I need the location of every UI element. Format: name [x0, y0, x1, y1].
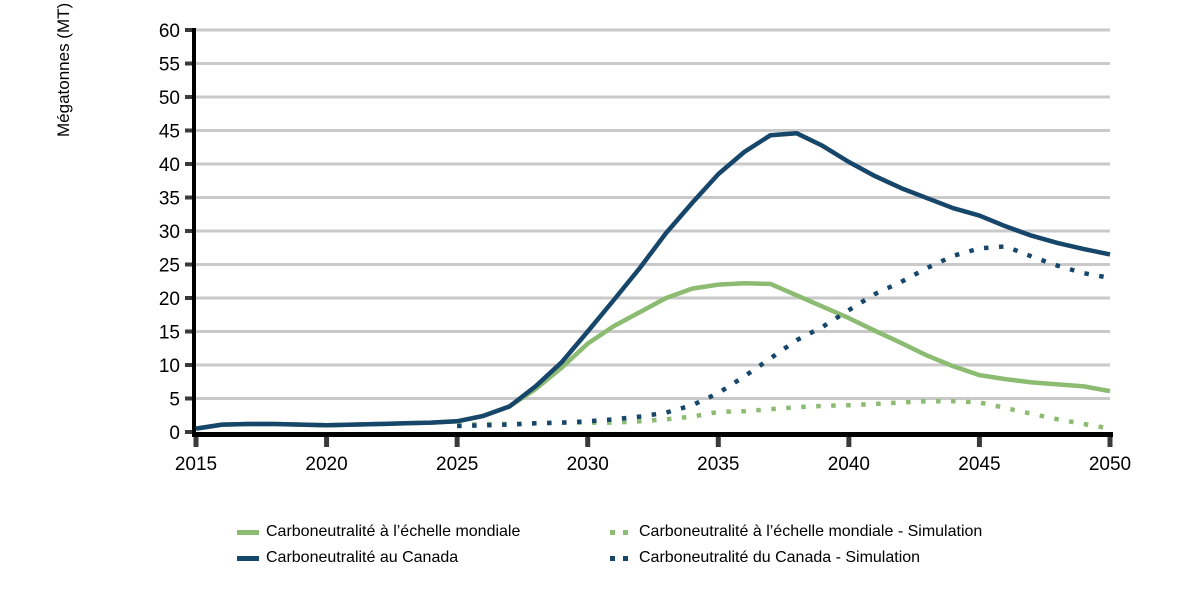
legend-item: Carboneutralité du Canada - Simulation: [610, 545, 982, 571]
y-tick-label: 20: [159, 289, 180, 310]
y-tick: [185, 61, 196, 66]
series-dotted-mondiale: [456, 398, 1111, 431]
legend-dotted-line-icon: [610, 529, 632, 535]
gridline: [196, 229, 1110, 233]
x-tick-label: 2050: [1089, 454, 1131, 475]
y-tick: [185, 162, 196, 166]
y-tick-label: 50: [159, 88, 180, 109]
x-tick: [193, 437, 199, 447]
gridline: [196, 330, 1110, 333]
gridline: [196, 196, 1110, 199]
y-tick-label: 10: [159, 356, 180, 377]
legend-item: Carboneutralité à l’échelle mondiale: [237, 519, 610, 545]
y-tick-label: 45: [159, 122, 180, 143]
gridline: [196, 296, 1110, 300]
y-axis: [192, 28, 196, 436]
x-tick-label: 2030: [567, 454, 609, 475]
x-tick-label: 2045: [958, 454, 1000, 475]
y-tick: [185, 329, 196, 334]
x-tick: [846, 437, 852, 447]
x-tick: [454, 437, 460, 447]
gridline: [196, 129, 1110, 132]
y-tick: [185, 95, 196, 99]
y-tick-label: 25: [159, 256, 180, 277]
x-axis: [192, 432, 1113, 437]
legend-label: Carboneutralité du Canada - Simulation: [639, 549, 921, 566]
legend-label: Carboneutralité à l’échelle mondiale: [266, 523, 521, 540]
y-tick: [185, 363, 196, 367]
x-tick-label: 2040: [828, 454, 870, 475]
legend-dotted-line-icon: [610, 555, 632, 561]
y-tick: [185, 28, 196, 32]
x-tick-label: 2020: [305, 454, 347, 475]
y-tick: [185, 229, 196, 233]
gridline: [196, 95, 1110, 99]
legend-label: Carboneutralité à l’échelle mondiale - S…: [639, 523, 983, 540]
legend-label: Carboneutralité au Canada: [266, 549, 459, 566]
x-tick: [324, 437, 330, 447]
x-tick: [715, 437, 721, 447]
y-tick-label: 0: [169, 423, 180, 444]
y-tick: [185, 296, 196, 300]
y-tick-label: 60: [159, 21, 180, 42]
y-tick-label: 15: [159, 323, 180, 344]
gridline: [196, 397, 1110, 400]
series-dotted-canada: [457, 244, 1111, 429]
legend-item: Carboneutralité au Canada: [237, 545, 610, 571]
y-axis-title: Mégatonnes (MT): [54, 2, 73, 137]
y-tick: [185, 262, 196, 267]
y-tick-label: 55: [159, 55, 180, 76]
x-tick-label: 2025: [436, 454, 478, 475]
gridline: [196, 28, 1110, 32]
y-tick: [185, 128, 196, 133]
x-tick-label: 2015: [175, 454, 217, 475]
y-tick: [185, 430, 196, 434]
legend-item: Carboneutralité à l’échelle mondiale - S…: [610, 519, 982, 545]
gridline: [196, 162, 1110, 166]
gridline: [196, 363, 1110, 367]
x-tick: [585, 437, 591, 447]
gridline: [196, 62, 1110, 65]
chart-legend: Carboneutralité à l’échelle mondiale Carb…: [237, 519, 982, 571]
y-tick-label: 5: [169, 390, 180, 411]
series-solid-mondiale: [195, 281, 1111, 431]
legend-solid-line-icon: [237, 529, 259, 535]
x-tick-label: 2035: [697, 454, 739, 475]
y-tick-label: 30: [159, 222, 180, 243]
y-tick-label: 35: [159, 189, 180, 210]
y-tick-label: 40: [159, 155, 180, 176]
x-tick: [1107, 437, 1113, 447]
y-tick: [185, 195, 196, 200]
series-solid-canada: [195, 130, 1111, 431]
legend-solid-line-icon: [237, 555, 259, 561]
y-tick: [185, 396, 196, 401]
gridline: [196, 263, 1110, 266]
x-tick: [976, 437, 982, 447]
